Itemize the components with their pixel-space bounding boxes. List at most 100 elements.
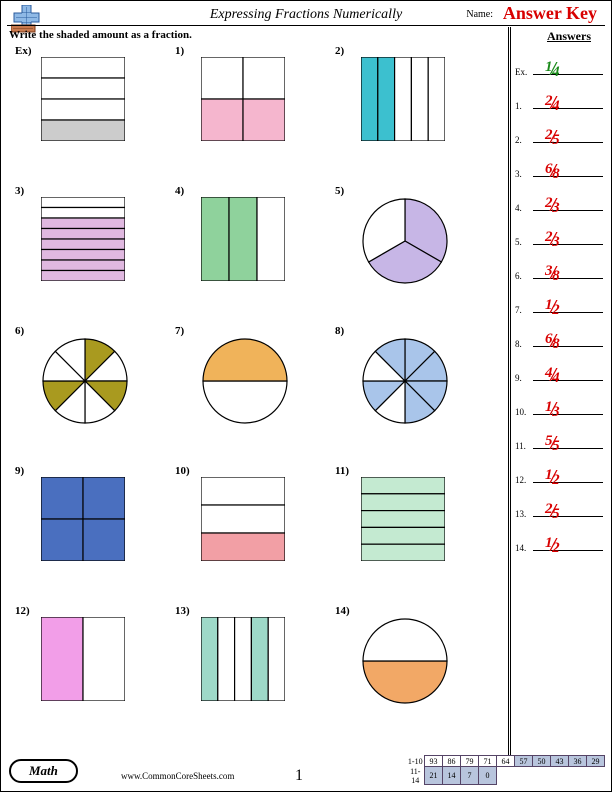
problem-label: 7) — [175, 325, 184, 337]
answer-label: 3. — [515, 169, 522, 179]
problem-label: 1) — [175, 45, 184, 57]
fraction-shape — [41, 57, 125, 141]
answer-row: Ex. 1/4 — [515, 47, 605, 81]
answer-label: 10. — [515, 407, 526, 417]
fraction-shape — [41, 197, 125, 281]
fraction-shape — [201, 477, 285, 561]
answer-blank-line — [533, 142, 603, 143]
answer-row: 5. 2/3 — [515, 217, 605, 251]
answer-fraction: 6/8 — [545, 330, 560, 353]
answer-label: 4. — [515, 203, 522, 213]
answer-blank-line — [533, 74, 603, 75]
answer-blank-line — [533, 210, 603, 211]
worksheet-page: Expressing Fractions Numerically Name: A… — [0, 0, 612, 792]
problem-cell: 8) — [331, 325, 491, 465]
answer-fraction: 2/5 — [545, 500, 560, 523]
answer-row: 14. 1/2 — [515, 523, 605, 557]
problem-label: 3) — [15, 185, 24, 197]
answer-blank-line — [533, 108, 603, 109]
problem-cell: Ex) — [11, 45, 171, 185]
problem-cell: 2) — [331, 45, 491, 185]
problem-cell: 6) — [11, 325, 171, 465]
name-label: Name: — [466, 9, 493, 20]
fraction-shape — [361, 337, 449, 425]
fraction-shape — [201, 57, 285, 141]
fraction-shape — [361, 197, 449, 285]
problem-cell: 7) — [171, 325, 331, 465]
problem-label: 5) — [335, 185, 344, 197]
problem-cell: 12) — [11, 605, 171, 745]
answer-blank-line — [533, 346, 603, 347]
problem-label: 2) — [335, 45, 344, 57]
answer-label: 1. — [515, 101, 522, 111]
fraction-shape — [361, 477, 445, 561]
answer-fraction: 3/8 — [545, 262, 560, 285]
fraction-shape — [201, 337, 289, 425]
problems-grid: Ex) 1) 2) 3) 4) 5) 6) 7) 8) 9) — [11, 45, 501, 745]
answer-label: 8. — [515, 339, 522, 349]
answer-fraction: 1/2 — [545, 466, 560, 489]
fraction-shape — [41, 337, 129, 425]
answer-fraction: 4/4 — [545, 364, 560, 387]
answer-blank-line — [533, 448, 603, 449]
column-divider — [508, 27, 511, 755]
problem-label: 10) — [175, 465, 190, 477]
problem-label: 4) — [175, 185, 184, 197]
problem-cell: 10) — [171, 465, 331, 605]
answer-label: Ex. — [515, 67, 527, 77]
answer-fraction: 2/4 — [545, 92, 560, 115]
answer-row: 6. 3/8 — [515, 251, 605, 285]
problem-cell: 4) — [171, 185, 331, 325]
answer-row: 8. 6/8 — [515, 319, 605, 353]
answer-row: 2. 2/5 — [515, 115, 605, 149]
answer-row: 7. 1/2 — [515, 285, 605, 319]
score-grid: 1-109386797164575043362911-14211470 — [407, 755, 606, 785]
answer-blank-line — [533, 516, 603, 517]
problem-cell: 5) — [331, 185, 491, 325]
answer-row: 12. 1/2 — [515, 455, 605, 489]
answer-fraction: 6/8 — [545, 160, 560, 183]
answer-fraction: 1/3 — [545, 398, 560, 421]
problem-label: Ex) — [15, 45, 32, 57]
problem-cell: 13) — [171, 605, 331, 745]
answer-fraction: 2/3 — [545, 228, 560, 251]
answer-label: 6. — [515, 271, 522, 281]
answer-blank-line — [533, 380, 603, 381]
answer-fraction: 5/5 — [545, 432, 560, 455]
answer-row: 9. 4/4 — [515, 353, 605, 387]
fraction-shape — [361, 617, 449, 705]
problem-cell: 1) — [171, 45, 331, 185]
answer-fraction: 1/2 — [545, 296, 560, 319]
fraction-shape — [201, 197, 285, 281]
answer-row: 11. 5/5 — [515, 421, 605, 455]
answer-fraction: 1/4 — [545, 58, 560, 81]
subject-badge: Math — [9, 759, 78, 783]
answer-blank-line — [533, 482, 603, 483]
answer-row: 1. 2/4 — [515, 81, 605, 115]
problem-label: 8) — [335, 325, 344, 337]
answer-label: 5. — [515, 237, 522, 247]
problem-label: 6) — [15, 325, 24, 337]
answer-blank-line — [533, 312, 603, 313]
header-rule — [7, 25, 605, 26]
problem-label: 14) — [335, 605, 350, 617]
answer-label: 14. — [515, 543, 526, 553]
fraction-shape — [361, 57, 445, 141]
answer-fraction: 2/3 — [545, 194, 560, 217]
answer-fraction: 2/5 — [545, 126, 560, 149]
answer-blank-line — [533, 244, 603, 245]
answer-label: 7. — [515, 305, 522, 315]
answer-label: 13. — [515, 509, 526, 519]
problem-cell: 11) — [331, 465, 491, 605]
answer-label: 11. — [515, 441, 526, 451]
answer-row: 10. 1/3 — [515, 387, 605, 421]
answer-row: 13. 2/5 — [515, 489, 605, 523]
answer-fraction: 1/2 — [545, 534, 560, 557]
fraction-shape — [41, 617, 125, 701]
page-number: 1 — [295, 767, 303, 785]
answer-blank-line — [533, 176, 603, 177]
problem-cell: 14) — [331, 605, 491, 745]
answer-key-label: Answer Key — [503, 3, 597, 24]
answer-blank-line — [533, 278, 603, 279]
footer-url: www.CommonCoreSheets.com — [121, 771, 234, 781]
